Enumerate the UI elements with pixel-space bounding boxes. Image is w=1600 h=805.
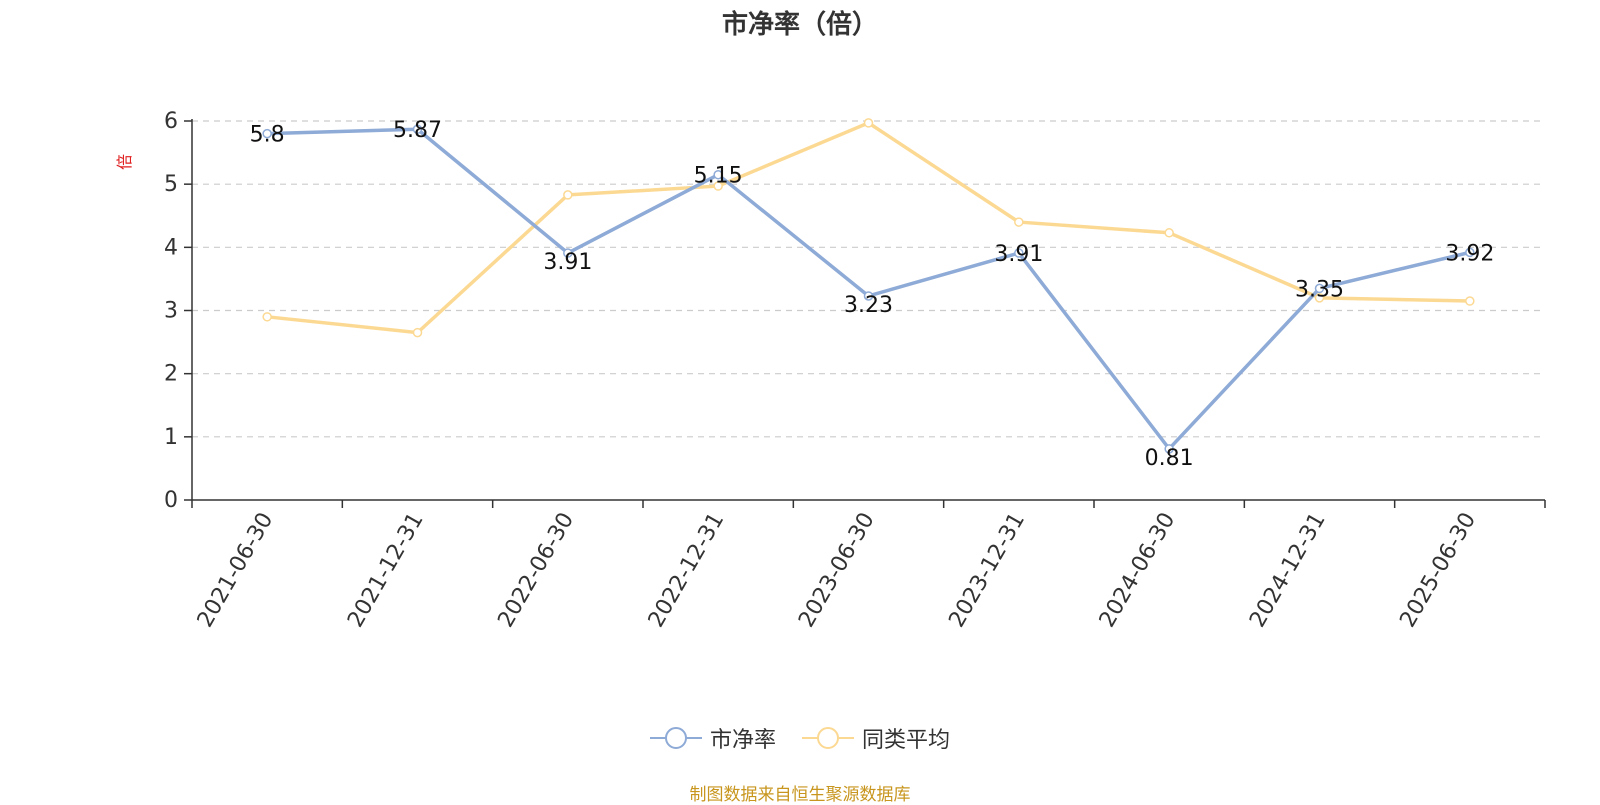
data-label-5: 3.91 <box>994 242 1043 267</box>
y-tick-label-2: 2 <box>164 362 178 387</box>
x-tick-label-4: 2023-06-30 <box>794 509 880 632</box>
data-label-3: 5.15 <box>694 164 743 189</box>
x-tick-label-6: 2024-06-30 <box>1095 509 1181 632</box>
data-label-2: 3.91 <box>543 250 592 275</box>
series-0-point-0 <box>262 128 272 139</box>
y-tick-label-1: 1 <box>164 425 178 450</box>
series-1-point-8 <box>1465 296 1475 306</box>
series-0-point-7 <box>1314 283 1325 294</box>
x-tick-label-8: 2025-06-30 <box>1395 509 1481 632</box>
y-tick-label-6: 6 <box>164 109 178 134</box>
legend-label-series-0: 市净率 <box>709 728 776 753</box>
data-label-4: 3.23 <box>844 293 893 318</box>
chart-title: 市净率（倍） <box>721 10 878 40</box>
series-1-point-5 <box>1014 217 1024 227</box>
series-0-point-4 <box>863 291 874 301</box>
y-axis-label: 倍 <box>115 154 134 170</box>
legend-swatch-series-0 <box>649 727 702 749</box>
y-tick-label-0: 0 <box>164 488 178 513</box>
legend-label-series-1: 同类平均 <box>862 728 951 753</box>
data-label-8: 3.92 <box>1445 241 1494 266</box>
y-tick-label-4: 4 <box>164 235 178 260</box>
x-tick-label-1: 2021-12-31 <box>343 509 429 632</box>
series-1-point-4 <box>863 118 874 128</box>
legend-swatch-series-1 <box>802 727 854 749</box>
series-1-point-1 <box>412 327 423 338</box>
data-label-1: 5.87 <box>393 118 442 143</box>
x-tick-label-2: 2022-06-30 <box>493 509 579 632</box>
x-tick-label-3: 2022-12-31 <box>644 509 730 632</box>
y-tick-label-5: 5 <box>164 172 178 197</box>
series-line-0 <box>267 127 1471 451</box>
series-0-point-5 <box>1014 248 1024 258</box>
source-note: 制图数据来自恒生聚源数据库 <box>689 785 911 805</box>
series-0-point-3 <box>713 169 723 180</box>
legend: 市净率 同类平均 <box>0 722 1600 754</box>
series-0-point-1 <box>412 124 423 134</box>
series-1-point-7 <box>1314 293 1325 303</box>
data-label-0: 5.8 <box>250 123 285 148</box>
series-1-point-3 <box>713 181 723 191</box>
series-1-point-0 <box>262 312 272 322</box>
series-1-point-6 <box>1164 228 1174 238</box>
data-label-7: 3.35 <box>1295 277 1344 302</box>
x-tick-label-5: 2023-12-31 <box>944 509 1030 632</box>
data-label-6: 0.81 <box>1145 446 1194 471</box>
series-0-point-2 <box>563 248 573 258</box>
y-tick-label-3: 3 <box>164 299 178 324</box>
series-1-point-2 <box>563 190 573 200</box>
series-0-point-8 <box>1465 247 1475 258</box>
legend-item-series-0[interactable]: 市净率 <box>649 722 776 754</box>
legend-item-series-1[interactable]: 同类平均 <box>802 722 950 754</box>
x-tick-label-0: 2021-06-30 <box>193 509 279 632</box>
series-0-point-6 <box>1164 444 1174 454</box>
x-tick-label-7: 2024-12-31 <box>1245 509 1331 632</box>
